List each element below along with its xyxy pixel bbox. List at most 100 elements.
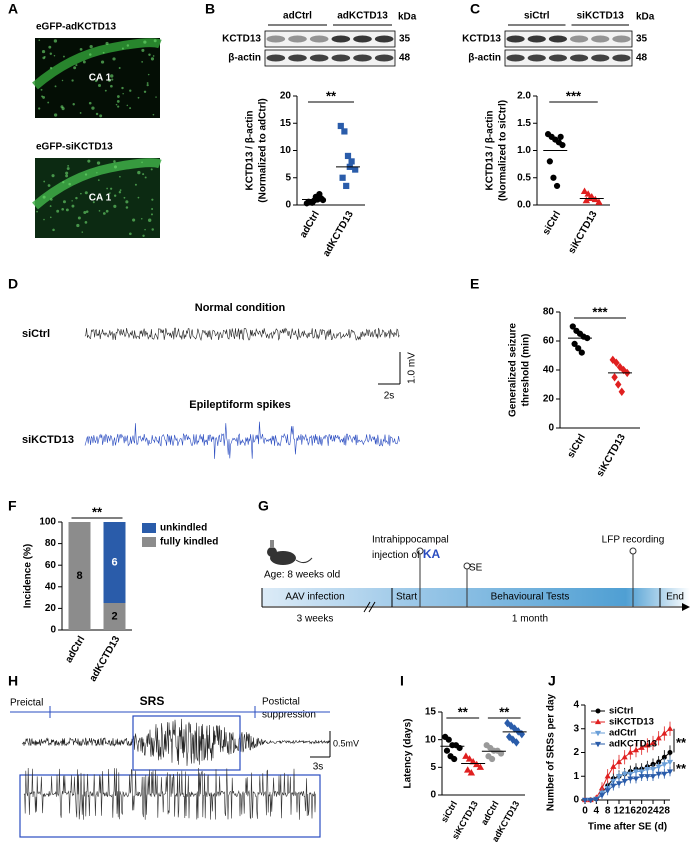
lane-label: adKCTD13 [337,11,388,22]
y-axis-label: (Normalized to siCtrl) [498,100,509,201]
data-point [627,776,634,782]
data-point [644,742,651,748]
significance-label: ** [676,735,687,750]
data-point [621,771,628,778]
cell-dot [150,168,153,171]
data-point [553,182,561,190]
data-point [580,187,589,194]
data-point [610,783,617,789]
cell-dot [116,100,120,103]
cell-dot [122,92,124,95]
cell-dot [88,101,92,105]
cell-dot [102,51,105,54]
cell-dot [79,48,83,51]
cell-dot [111,78,114,81]
data-point [661,771,668,778]
x-tick-label: 20 [636,806,648,817]
kda-unit: kDa [398,12,417,23]
signal-trace [84,421,400,459]
signal-trace [23,767,316,820]
y-tick-label: 4 [573,700,579,711]
cell-dot [105,41,109,46]
y-tick-label: 0 [50,625,56,636]
cell-dot [153,39,157,43]
cell-dot [42,96,45,99]
blot-band [266,54,286,62]
cell-dot [80,192,82,195]
cell-dot [62,200,66,204]
x-tick-label: 4 [594,806,600,817]
x-tick-label: siCtrl [541,209,563,237]
cell-dot [43,218,45,221]
cell-dot [129,107,132,110]
panel-label: D [8,276,18,292]
cell-dot [147,73,150,76]
y-tick-label: 0.5 [517,172,531,183]
panel-label: I [400,673,404,689]
cell-dot [110,74,114,78]
data-point [513,738,520,747]
cell-dot [85,210,89,213]
cell-dot [109,192,111,194]
cell-dot [118,66,121,69]
legend-label: fully kindled [160,537,218,548]
y-tick-label: 1.0 [517,145,531,156]
cell-dot [126,44,130,47]
cell-dot [42,195,46,199]
x-tick-label: 24 [647,806,659,817]
cell-dot [144,228,146,231]
cell-dot [144,176,147,179]
blot-band [570,35,589,43]
cell-dot [106,187,109,190]
data-point [649,767,657,773]
mouse-tail [295,557,313,564]
cell-dot [65,174,69,178]
cell-dot [62,181,65,184]
legend-marker [594,718,602,725]
y-tick-label: 10 [280,145,292,156]
data-point [593,797,600,803]
cell-dot [142,173,145,176]
cell-dot [118,191,122,194]
significance-label: ** [326,88,337,103]
data-point [632,746,640,753]
cell-dot [71,79,74,82]
cell-dot [42,56,46,60]
duration-label: 3 weeks [297,614,334,625]
kda-value: 48 [399,53,411,64]
data-point [504,718,511,728]
data-point [575,345,582,352]
cell-dot [119,175,121,178]
cell-dot [141,48,145,52]
x-tick-label: siCtrl [566,432,588,460]
data-point [611,373,618,382]
cell-dot [97,179,100,181]
scale-label: 1.0 mV [407,352,418,384]
y-axis-label: KCTD13 / β-actin [485,110,496,190]
data-point [655,735,662,741]
panel-label: G [258,498,269,514]
cell-dot [65,171,69,175]
protein-label: β-actin [228,53,261,64]
cell-dot [38,39,41,42]
cell-dot [113,194,117,197]
event-label: Intrahippocampal [372,535,449,546]
data-point [352,166,359,173]
cell-dot [146,82,149,84]
cell-dot [141,61,144,63]
cell-layer [32,158,162,210]
y-axis-label: threshold (min) [521,334,532,407]
y-tick-label: 0 [573,795,579,806]
x-tick-label: adCtrl [479,799,501,827]
blot-band [288,54,307,62]
blot-band [331,54,351,62]
cell-dot [104,89,107,92]
cell-dot [72,103,75,106]
cell-dot [49,198,53,201]
series-line [585,752,671,801]
event-label: SE [469,563,483,574]
x-tick-label: siKCTD13 [566,209,599,256]
cell-dot [150,213,153,216]
data-point [476,763,485,770]
